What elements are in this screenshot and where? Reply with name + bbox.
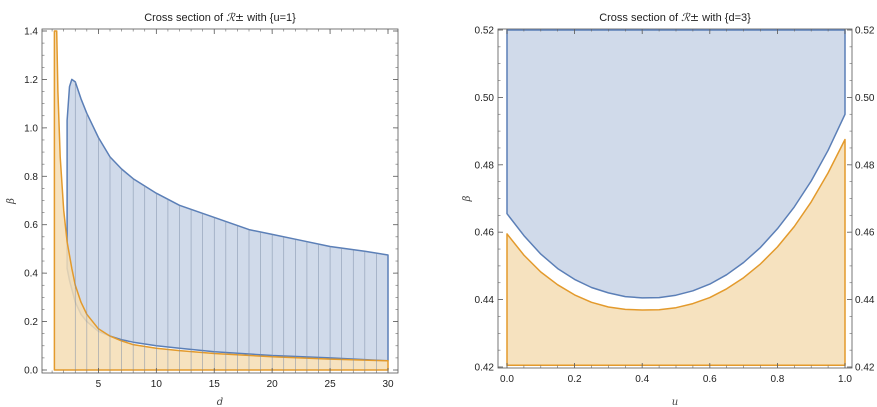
y-tick-label: 0.2: [24, 317, 38, 328]
x-tick-label: 15: [209, 379, 221, 390]
y-axis-label: β: [462, 195, 473, 202]
x-tick-label: 10: [151, 379, 163, 390]
y-tick-label: 0.46: [475, 228, 495, 239]
y-tick-label: 0.50: [475, 93, 495, 104]
x-tick-label: 0.8: [770, 374, 784, 385]
plot-frame: [41, 28, 399, 374]
y-tick-label: 0.52: [475, 26, 495, 37]
y-tick-label: 0.44: [475, 295, 495, 306]
y-tick-label: 0.48: [475, 160, 495, 171]
y-tick-label-right: 0.50: [855, 93, 875, 104]
x-tick-label: 0.4: [635, 374, 649, 385]
chart-title: Cross section of ℛ± with {d=3}: [599, 11, 751, 24]
region-1: [506, 138, 846, 367]
chart-left-panel: 5 10 15 20 25 30 0.0 0.2 0.4 0.6 0.8 1.0 1.2 1.4 Cross…: [6, 11, 399, 407]
y-tick-label-right: 0.48: [855, 160, 875, 171]
y-tick-label-right: 0.46: [855, 228, 875, 239]
y-tick-label: 0.0: [24, 366, 38, 377]
y-tick-label: 0.8: [24, 172, 38, 183]
chart-title: Cross section of ℛ± with {u=1}: [144, 11, 296, 24]
y-tick-label: 0.42: [475, 363, 495, 374]
x-tick-label: 20: [267, 379, 279, 390]
x-tick-label: 5: [96, 379, 102, 390]
x-tick-label: 25: [325, 379, 337, 390]
chart-right-panel: 0.0 0.2 0.4 0.6 0.8 1.00.420.440.460.480.500.…: [462, 11, 875, 407]
x-tick-label: 0.0: [500, 374, 514, 385]
y-tick-label-right: 0.52: [855, 26, 875, 37]
y-tick-label: 1.4: [24, 27, 38, 38]
y-tick-label-right: 0.42: [855, 363, 875, 374]
y-tick-label: 1.2: [24, 75, 38, 86]
x-tick-label: 0.2: [568, 374, 582, 385]
x-tick-label: 1.0: [838, 374, 852, 385]
x-tick-label: 30: [382, 379, 394, 390]
y-tick-label: 0.6: [24, 220, 38, 231]
x-tick-label: 0.6: [703, 374, 717, 385]
region-0: [506, 29, 846, 299]
region-0: [66, 78, 389, 362]
y-axis-label: β: [6, 198, 17, 205]
y-tick-label: 1.0: [24, 123, 38, 134]
y-tick-label-right: 0.44: [855, 295, 875, 306]
y-tick-label: 0.4: [24, 269, 38, 280]
x-axis-label: d: [217, 397, 223, 407]
x-axis-label: u: [672, 397, 678, 407]
